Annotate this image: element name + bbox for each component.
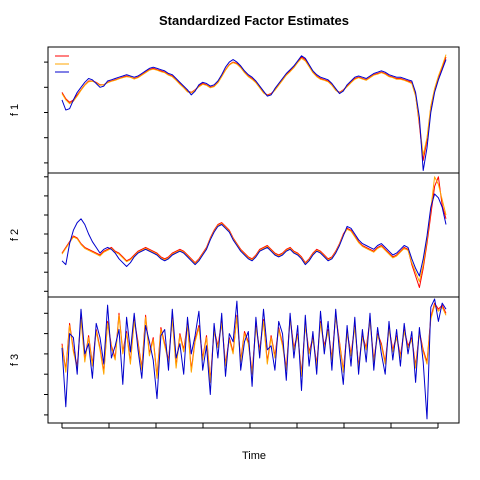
panel-f1-series <box>61 54 447 171</box>
series-line-1 <box>61 176 447 288</box>
series-line-2 <box>61 54 447 156</box>
panel-f2-series <box>61 176 447 288</box>
series-line-3 <box>61 193 447 277</box>
panel-f3-yaxis <box>44 312 48 416</box>
series-line-1 <box>61 56 447 161</box>
panel-f3-ylabel: f 3 <box>9 354 21 366</box>
panel-f2: f 2 <box>9 172 460 298</box>
panel-f1: f 1 <box>9 46 460 174</box>
x-axis <box>61 423 439 429</box>
panel-f3-frame <box>47 296 460 424</box>
panel-f1-yaxis <box>44 61 48 164</box>
panel-f1-ylabel: f 1 <box>9 104 21 116</box>
series-line-3 <box>61 298 447 420</box>
panel-f2-yaxis <box>44 176 48 292</box>
x-axis-label: Time <box>242 450 266 462</box>
panel-f3: f 3 <box>9 296 460 424</box>
panel-f2-ylabel: f 2 <box>9 229 21 241</box>
legend <box>55 55 69 73</box>
panel-f3-series <box>61 298 447 420</box>
panel-f1-frame <box>47 46 460 174</box>
chart-title: Standardized Factor Estimates <box>159 13 349 28</box>
series-line-2 <box>61 176 447 283</box>
panel-f2-frame <box>47 172 460 298</box>
series-line-3 <box>61 55 447 171</box>
